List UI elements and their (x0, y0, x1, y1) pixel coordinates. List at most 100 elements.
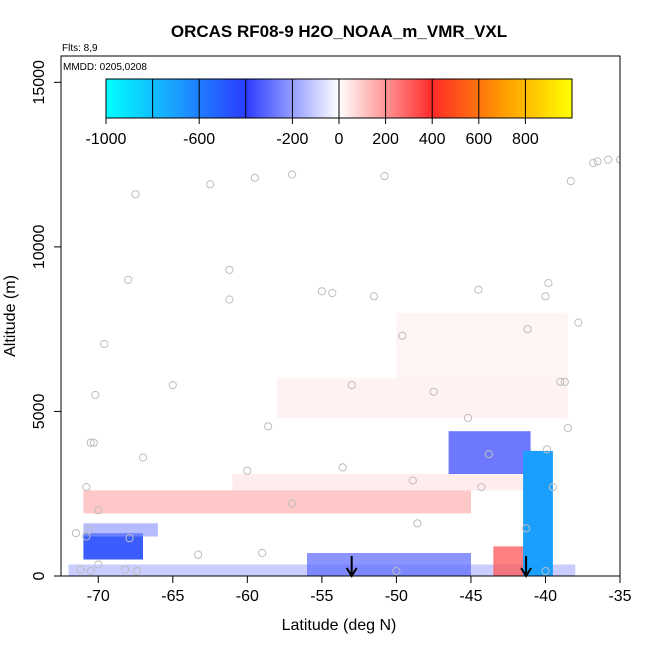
observation-point (338, 463, 347, 472)
observation-point (288, 499, 297, 508)
plot-frame (60, 55, 621, 577)
observation-point (369, 292, 379, 301)
colorbar: -1000 -600 -200 0 200 400 600 800 (86, 78, 573, 148)
observation-point (477, 483, 486, 492)
observation-point (566, 177, 575, 186)
colorbar-tick-label: -600 (183, 131, 215, 148)
observation-point (604, 155, 613, 164)
colorbar-tick-label: 200 (372, 131, 399, 148)
observation-point (563, 423, 572, 432)
observation-point (91, 390, 100, 400)
observation-point (258, 548, 267, 558)
x-axis: -70 -65 -60 -55 -50 -45 -40 -35 (87, 576, 632, 605)
observation-point (168, 381, 177, 390)
observation-point (474, 285, 483, 294)
observation-point (138, 453, 148, 462)
y-tick-label: 0 (31, 571, 48, 580)
colorbar-tick-label: 800 (512, 131, 539, 148)
observation-point (89, 438, 98, 447)
observation-point (589, 158, 598, 168)
observation-point (264, 422, 273, 431)
heatmap-cell (232, 474, 531, 491)
colorbar-ticks: -1000 -600 -200 0 200 400 600 800 (86, 118, 539, 148)
heatmap-cell (277, 378, 568, 418)
chart-title: ORCAS RF08-9 H2O_NOAA_m_VMR_VXL (171, 22, 507, 41)
observation-point (194, 550, 203, 559)
observation-point (380, 172, 389, 181)
observation-point (523, 325, 532, 334)
x-tick-label: -60 (236, 588, 259, 605)
observation-point (615, 155, 620, 164)
x-tick-label: -35 (608, 588, 631, 605)
y-axis: 0 5000 10000 15000 (31, 60, 61, 580)
observation-point (86, 438, 95, 447)
x-tick-label: -65 (161, 588, 184, 605)
observation-point (76, 565, 85, 574)
observation-point (413, 519, 422, 528)
observation-point (560, 377, 569, 386)
observation-point (347, 381, 356, 390)
observation-point (288, 170, 297, 179)
observation-point (463, 413, 473, 423)
observation-point (250, 173, 259, 182)
colorbar-tick-label: 0 (335, 131, 344, 148)
colorbar-tick-label: 400 (419, 131, 446, 148)
observation-point (243, 466, 252, 475)
observation-point (408, 476, 417, 485)
observation-point (593, 157, 602, 166)
colorbar-tick-label: 600 (465, 131, 492, 148)
observation-point (131, 190, 140, 199)
observation-point (544, 279, 553, 288)
x-tick-label: -40 (534, 588, 557, 605)
observation-point (225, 295, 234, 304)
observation-point (542, 445, 552, 454)
heatmap-cell (83, 523, 158, 537)
observation-point (522, 524, 531, 533)
observation-point (328, 288, 337, 298)
heatmap-cell (83, 533, 143, 560)
observation-point (125, 534, 134, 543)
observation-point (317, 287, 326, 296)
observation-point (484, 450, 493, 459)
observation-point (225, 265, 234, 274)
heatmap-cell (307, 553, 471, 576)
y-axis-label: Altitude (m) (2, 275, 19, 357)
y-tick-label: 15000 (31, 60, 48, 105)
observation-point (132, 567, 142, 576)
observation-point (541, 567, 550, 576)
colorbar-tick-label: -1000 (86, 131, 127, 148)
x-tick-label: -70 (87, 588, 110, 605)
observation-point (94, 506, 103, 515)
observation-point (100, 339, 109, 349)
observation-point (392, 567, 401, 576)
observation-point (206, 180, 215, 189)
heatmap-cell (83, 490, 472, 514)
observation-point (556, 377, 565, 386)
observation-point (86, 567, 95, 576)
heatmap-cell (396, 312, 568, 379)
observation-point (429, 387, 438, 396)
heatmap-cell (523, 450, 553, 576)
x-tick-label: -45 (459, 588, 482, 605)
x-tick-label: -50 (385, 588, 408, 605)
y-tick-label: 5000 (31, 394, 48, 430)
heatmap-cell (448, 431, 531, 474)
flights-label: Flts: 8,9 (62, 43, 98, 54)
x-tick-label: -55 (310, 588, 333, 605)
observation-point (85, 525, 94, 535)
observation-points (71, 155, 620, 576)
observation-point (82, 532, 91, 541)
mmdd-label: MMDD: 0205,0208 (63, 62, 147, 73)
observation-point (82, 483, 91, 492)
x-axis-label: Latitude (deg N) (282, 617, 397, 634)
observation-point (574, 318, 583, 327)
observation-point (71, 529, 81, 538)
colorbar-dividers (152, 79, 526, 118)
observation-point (94, 560, 103, 569)
observation-point (548, 483, 558, 492)
heatmap-cells (68, 312, 576, 576)
observation-point (541, 292, 550, 301)
observation-point (398, 331, 407, 340)
observation-point (124, 275, 133, 284)
